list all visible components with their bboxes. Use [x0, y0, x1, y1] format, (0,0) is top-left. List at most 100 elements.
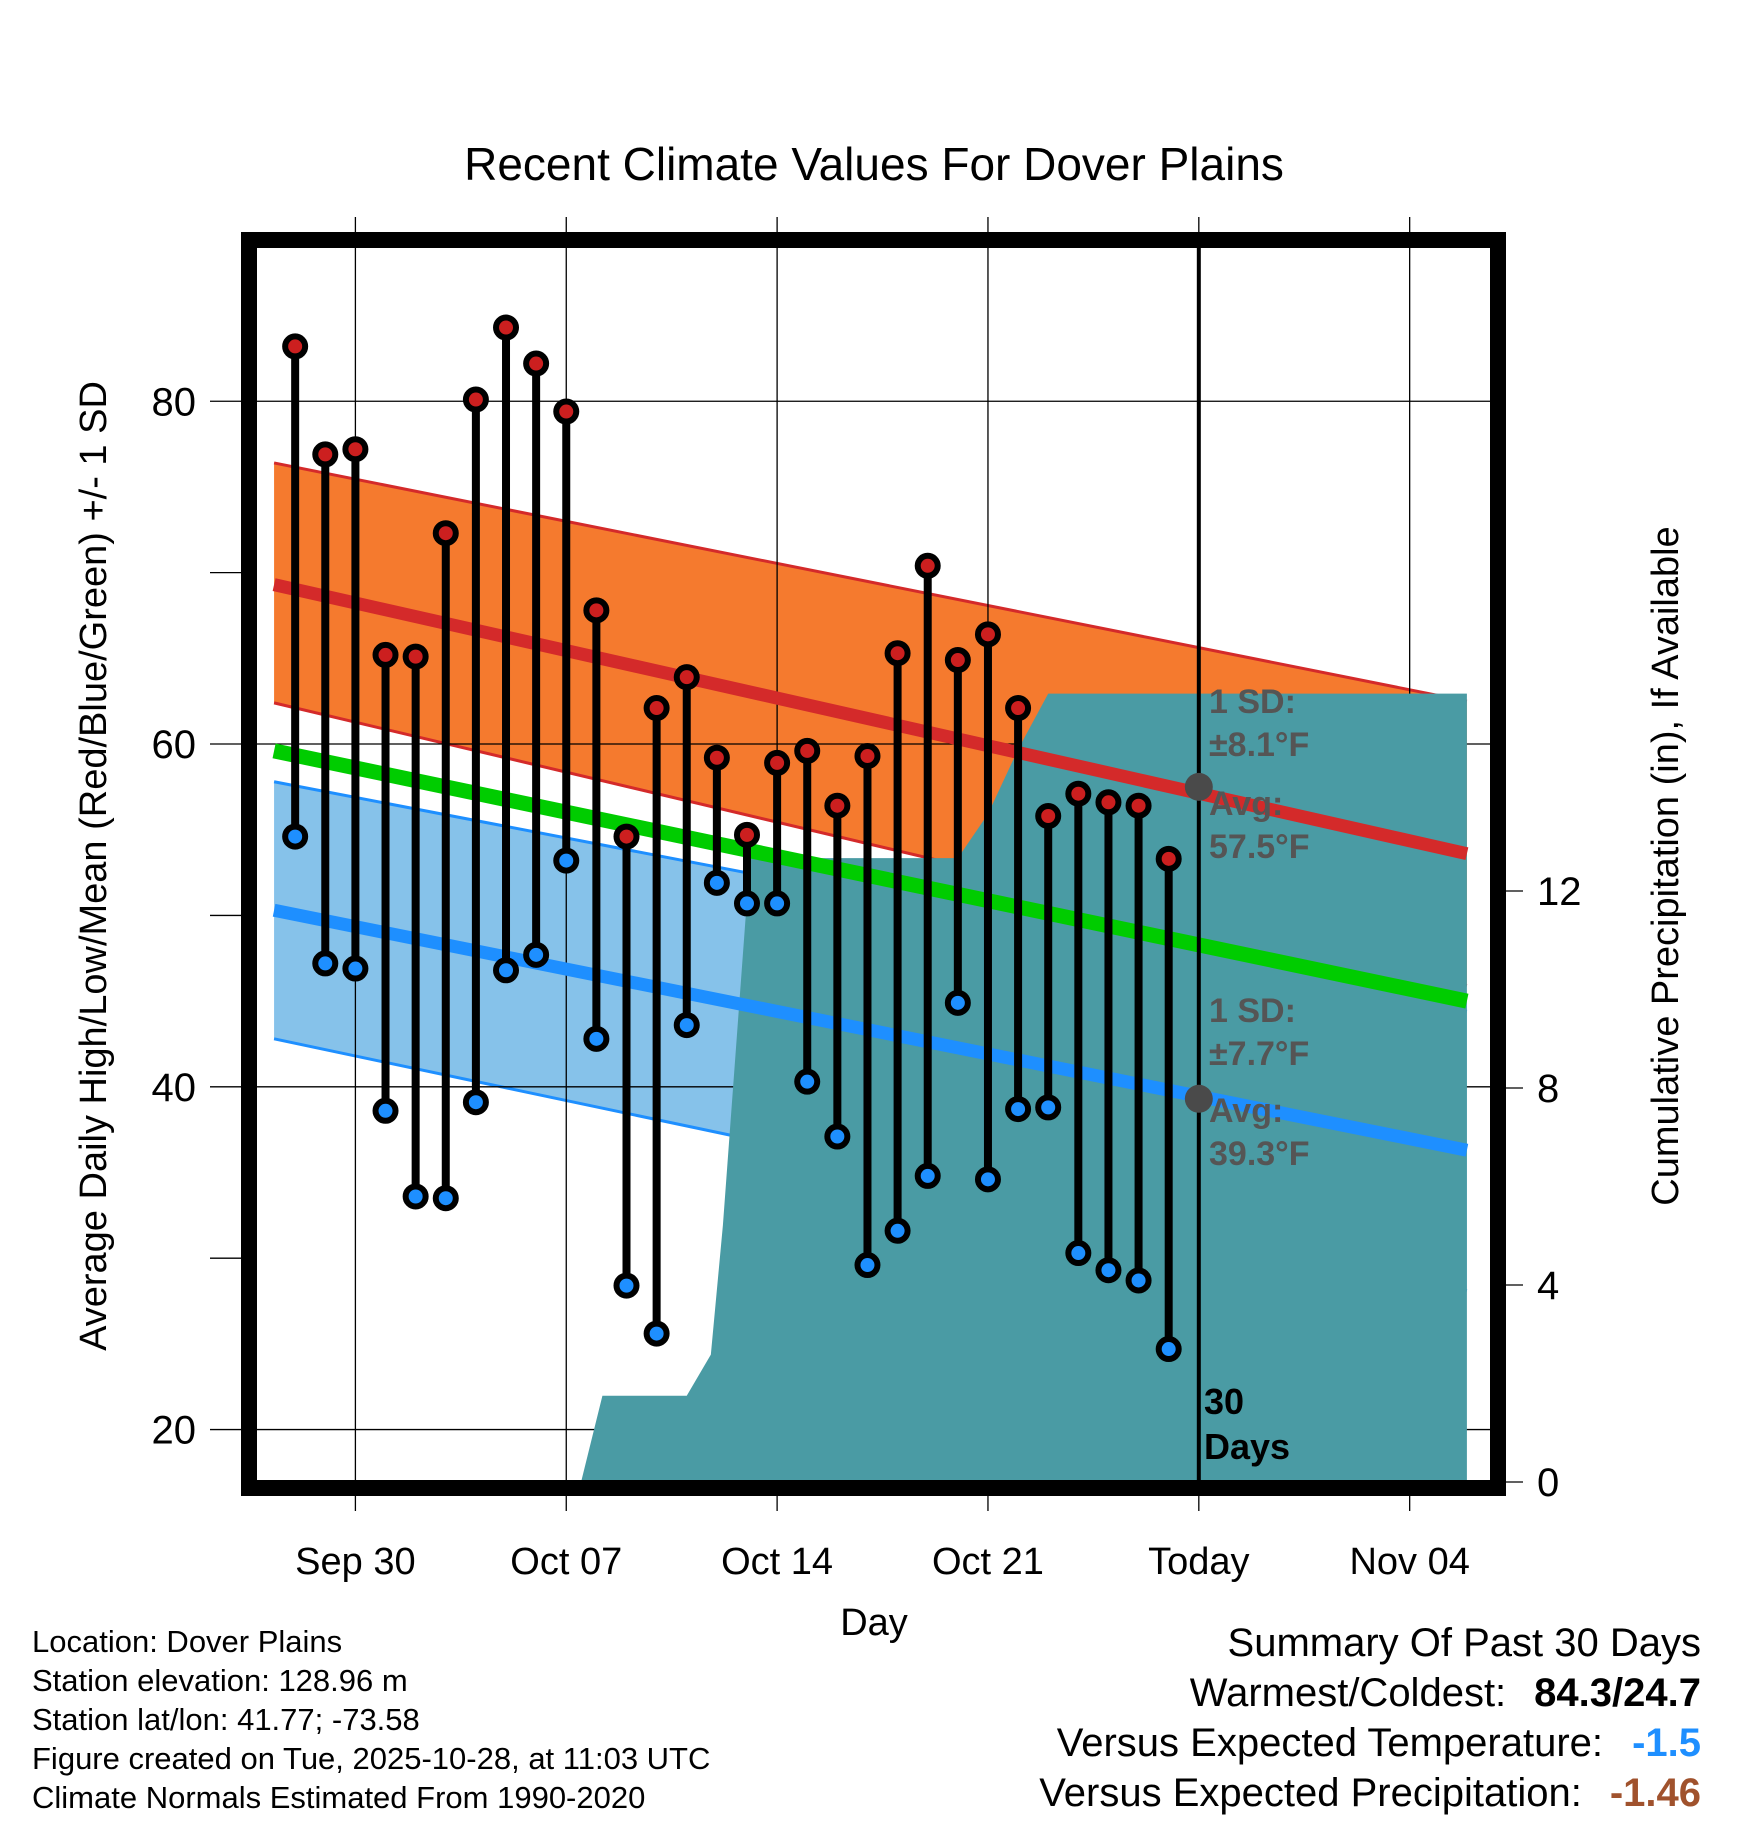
y2-tick-label: 0 [1537, 1461, 1559, 1505]
high-sd-label: 1 SD: [1209, 683, 1296, 721]
high-point [282, 333, 309, 360]
low-point [372, 1097, 399, 1124]
high-point [372, 641, 399, 668]
low-point [1035, 1094, 1062, 1121]
low-point [703, 869, 730, 896]
low-avg-marker [1184, 1084, 1213, 1113]
y2-tick-label: 4 [1537, 1264, 1559, 1308]
high-point [523, 350, 550, 377]
elevation-text: Station elevation: 128.96 m [32, 1663, 408, 1698]
low-point [643, 1320, 670, 1347]
high-point [794, 737, 821, 764]
high-point [342, 436, 369, 463]
low-point [553, 847, 580, 874]
low-point [402, 1183, 429, 1210]
low-point [1125, 1267, 1152, 1294]
high-avg-label: Avg: [1209, 785, 1283, 823]
low-point [1155, 1336, 1182, 1363]
summary-title: Summary Of Past 30 Days [1227, 1621, 1701, 1665]
low-point [974, 1166, 1001, 1193]
y-axis-label: Average Daily High/Low/Mean (Red/Blue/Gr… [73, 381, 115, 1351]
high-point [884, 640, 911, 667]
high-point [1035, 803, 1062, 830]
high-sd-value: ±8.1°F [1209, 726, 1309, 764]
low-point [824, 1123, 851, 1150]
summary-temp-row: Versus Expected Temperature: -1.5 [1039, 1718, 1701, 1768]
x-axis-label: Day [840, 1602, 908, 1644]
low-point [282, 823, 309, 850]
high-point [854, 743, 881, 770]
high-point [432, 520, 459, 547]
low-point [884, 1217, 911, 1244]
high-point [1095, 789, 1122, 816]
low-point [733, 890, 760, 917]
low-point [432, 1185, 459, 1212]
high-point [1065, 780, 1092, 807]
low-sd-value: ±7.7°F [1209, 1035, 1309, 1073]
low-avg-value: 39.3°F [1209, 1135, 1310, 1173]
high-point [643, 695, 670, 722]
high-avg-marker [1184, 772, 1213, 801]
high-point [914, 552, 941, 579]
precipitation-area [581, 693, 1467, 1481]
high-point [703, 744, 730, 771]
high-point [1155, 845, 1182, 872]
high-avg-value: 57.5°F [1209, 828, 1310, 866]
low-point [673, 1012, 700, 1039]
high-point [613, 823, 640, 850]
low-sd-label: 1 SD: [1209, 992, 1296, 1030]
low-point [613, 1272, 640, 1299]
low-point [493, 957, 520, 984]
low-point [462, 1089, 489, 1116]
low-point [1005, 1096, 1032, 1123]
y2-tick-label: 8 [1537, 1067, 1559, 1111]
low-point [794, 1068, 821, 1095]
y-tick-label: 40 [152, 1066, 197, 1110]
low-point [1065, 1240, 1092, 1267]
high-point [733, 821, 760, 848]
high-point [764, 749, 791, 776]
days-word: Days [1204, 1426, 1290, 1467]
low-point [1095, 1257, 1122, 1284]
low-point [764, 890, 791, 917]
y2-axis-label: Cumulative Precipitation (in), If Availa… [1645, 526, 1687, 1205]
station-info: Location: Dover Plains Station elevation… [32, 1622, 710, 1817]
latlon-text: Station lat/lon: 41.77; -73.58 [32, 1702, 420, 1737]
low-point [854, 1252, 881, 1279]
low-point [342, 955, 369, 982]
low-point [944, 989, 971, 1016]
low-point [312, 950, 339, 977]
y-tick-label: 60 [152, 723, 197, 767]
low-point [914, 1162, 941, 1189]
low-avg-label: Avg: [1209, 1092, 1283, 1130]
high-point [583, 597, 610, 624]
high-point [1005, 695, 1032, 722]
temp-value: -1.5 [1632, 1721, 1701, 1765]
summary-warm-cold-row: Warmest/Coldest: 84.3/24.7 [1039, 1668, 1701, 1718]
x-tick-label: Oct 21 [932, 1541, 1044, 1583]
low-point [523, 941, 550, 968]
low-point [583, 1025, 610, 1052]
chart-title: Recent Climate Values For Dover Plains [464, 138, 1284, 190]
y2-tick-label: 12 [1537, 870, 1582, 914]
warm-cold-value: 84.3/24.7 [1534, 1671, 1701, 1715]
normals-text: Climate Normals Estimated From 1990-2020 [32, 1780, 646, 1815]
x-tick-label: Oct 14 [721, 1541, 833, 1583]
high-point [462, 386, 489, 413]
precip-label: Versus Expected Precipitation: [1039, 1771, 1582, 1815]
high-point [824, 792, 851, 819]
high-point [553, 398, 580, 425]
high-point [402, 643, 429, 670]
warm-cold-label: Warmest/Coldest: [1189, 1671, 1507, 1715]
high-point [944, 647, 971, 674]
high-point [1125, 792, 1152, 819]
x-tick-label: Today [1148, 1541, 1249, 1583]
high-point [974, 621, 1001, 648]
days-number: 30 [1204, 1381, 1244, 1422]
precip-value: -1.46 [1609, 1771, 1701, 1815]
summary-box: Summary Of Past 30 Days Warmest/Coldest:… [1039, 1618, 1701, 1818]
x-tick-label: Sep 30 [295, 1541, 415, 1583]
temp-label: Versus Expected Temperature: [1056, 1721, 1603, 1765]
location-text: Location: Dover Plains [32, 1624, 343, 1659]
